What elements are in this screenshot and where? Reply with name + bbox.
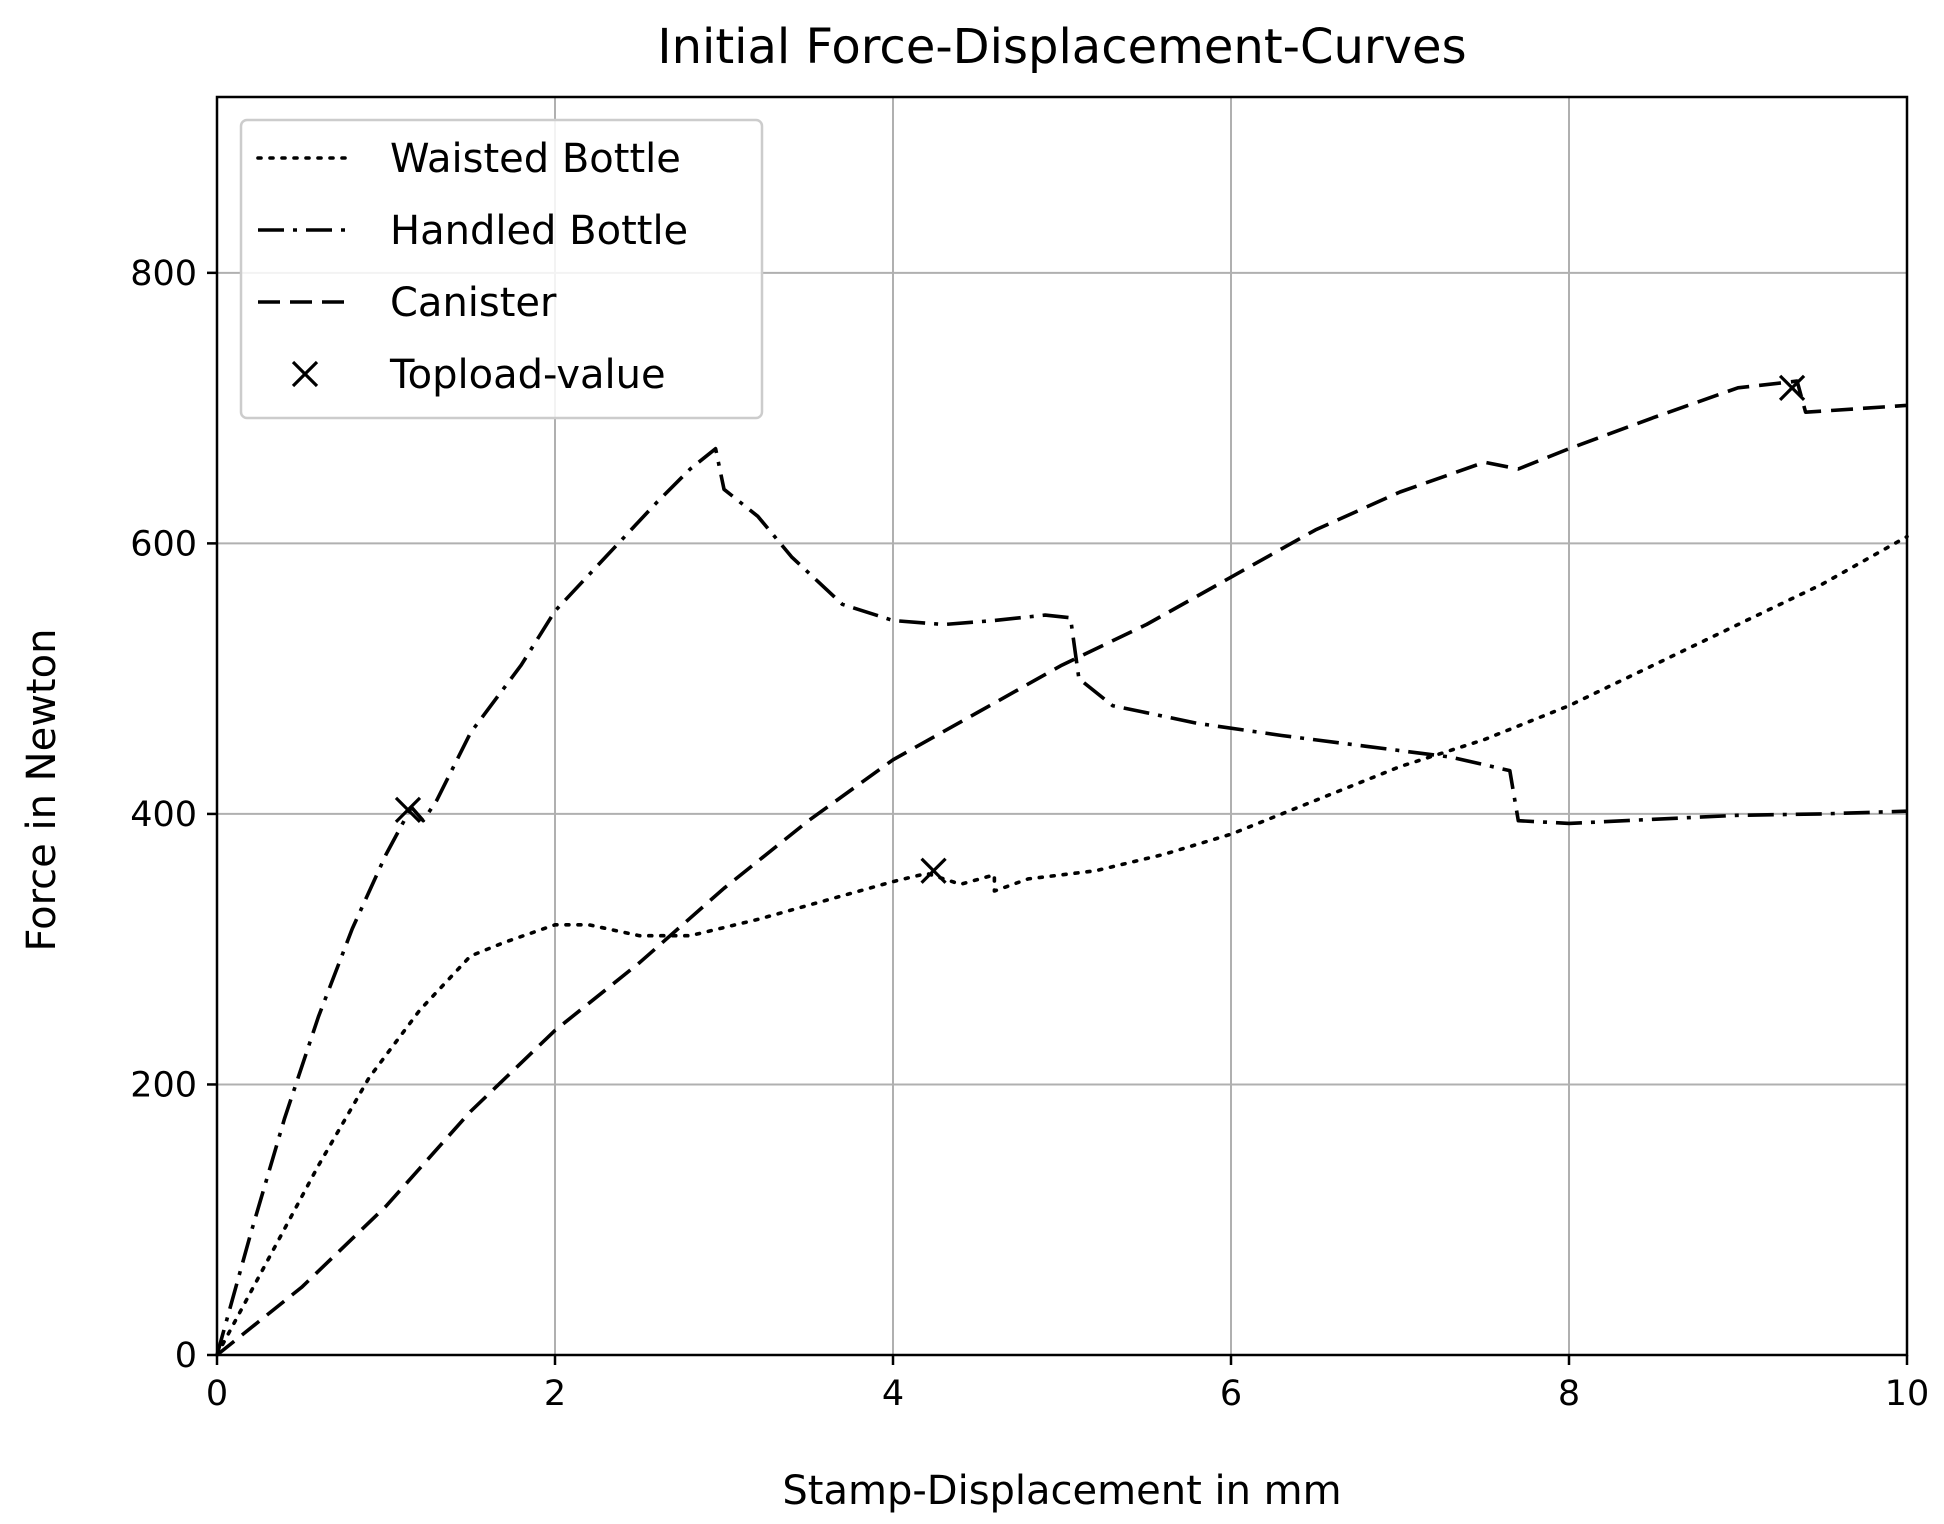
x-tick-label: 2 (544, 1374, 566, 1414)
legend-item: Waisted Bottle (256, 136, 681, 182)
legend-label: Canister (390, 280, 557, 326)
legend-box (239, 118, 764, 420)
marker-layer (394, 374, 1806, 884)
legend-item: Topload-value (291, 352, 666, 398)
x-tick-label: 0 (206, 1374, 228, 1414)
legend-label: Waisted Bottle (390, 136, 681, 182)
plot-frame (215, 95, 1909, 1357)
series-line-handled-bottle (215, 446, 1908, 1356)
x-tick-label: 4 (882, 1374, 904, 1414)
legend-label: Handled Bottle (390, 208, 688, 254)
topload-marker (394, 796, 422, 823)
legend: Waisted Bottle Handled Bottle Canister Topl… (239, 118, 764, 420)
series-layer (215, 379, 1909, 1357)
y-tick-label: 400 (130, 795, 197, 835)
x-axis-label: Stamp-Displacement in mm (782, 1468, 1341, 1514)
y-tick-label: 0 (175, 1336, 197, 1376)
legend-item: Canister (258, 280, 557, 326)
tick-layer: 0 2 4 6 8 10 0 200 400 600 800 (130, 254, 1929, 1414)
axes-layer (215, 95, 1909, 1357)
chart-title: Initial Force-Displacement-Curves (657, 19, 1466, 75)
x-tick-label: 8 (1558, 1374, 1580, 1414)
series-line-canister (215, 379, 1908, 1357)
series-line-waisted-bottle (215, 534, 1909, 1357)
y-tick-label: 600 (130, 524, 197, 564)
y-tick-label: 800 (130, 254, 197, 294)
legend-marker-swatch (291, 360, 319, 388)
y-tick-label: 200 (130, 1065, 197, 1105)
topload-marker (920, 857, 947, 884)
legend-item: Handled Bottle (258, 208, 688, 254)
topload-marker (1778, 374, 1806, 401)
legend-label: Topload-value (389, 352, 666, 398)
x-tick-label: 10 (1885, 1374, 1930, 1414)
x-tick-label: 6 (1220, 1374, 1242, 1414)
y-axis-label: Force in Newton (19, 629, 65, 952)
